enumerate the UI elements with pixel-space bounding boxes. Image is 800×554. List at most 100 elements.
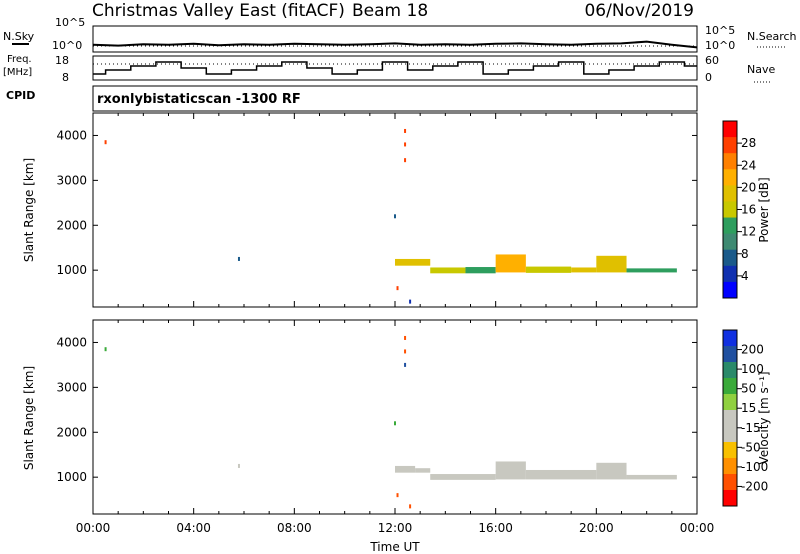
power-x-ticks xyxy=(92,113,698,307)
cpid-value: rxonlybistaticscan -1300 RF xyxy=(97,92,301,107)
data-point-3 xyxy=(404,335,407,340)
noise-right-tick-top: 10^5 xyxy=(705,24,735,37)
colorbar-cell-3 xyxy=(723,378,737,395)
colorbar-cell-3 xyxy=(723,169,737,186)
time-axis-label: Time UT xyxy=(369,540,420,554)
data-cell-1 xyxy=(430,267,466,274)
velocity-colorbar: 200 100 50 15 -15 -50 -100 -200 Velocity [m s⁻¹… xyxy=(722,329,771,507)
velocity-panel-frame xyxy=(92,319,698,515)
noise-series xyxy=(92,40,698,49)
colorbar-tick-label-2: 20 xyxy=(741,180,756,194)
frequency-panel: Freq. [MHz] 18 8 60 0 Nave xyxy=(3,54,775,84)
colorbar-cell-9 xyxy=(723,265,737,283)
data-cell-0 xyxy=(395,258,431,266)
colorbar-cell-1 xyxy=(723,137,737,154)
noise-left-tick-bottom: 10^0 xyxy=(52,39,82,52)
noise-panel-frame xyxy=(92,25,698,53)
data-cell-5 xyxy=(571,267,597,273)
colorbar-cell-4 xyxy=(723,394,737,411)
data-cell-7 xyxy=(626,268,677,273)
data-point-4 xyxy=(404,142,407,147)
velocity-colorbar-ticks: 200 100 50 15 -15 -50 -100 -200 xyxy=(737,343,768,493)
power-y-axis: 1000 2000 3000 4000 xyxy=(56,128,697,277)
freq-left-tick-top: 18 xyxy=(55,54,69,67)
data-cell-3 xyxy=(495,254,526,273)
data-point-1 xyxy=(237,256,240,261)
colorbar-tick-label-3: 16 xyxy=(741,203,756,217)
noise-right-tick-bottom: 10^0 xyxy=(705,39,735,52)
data-cell-6 xyxy=(626,474,677,480)
colorbar-tick-label-4: 12 xyxy=(741,225,756,239)
freq-unit-label: [MHz] xyxy=(3,67,32,78)
data-point-2 xyxy=(394,421,396,426)
velocity-y-axis: 1000 2000 3000 4000 xyxy=(56,335,697,484)
data-point-5 xyxy=(404,362,407,367)
colorbar-cell-8 xyxy=(723,458,737,475)
frequency-step-line xyxy=(93,61,697,75)
nsearch-label: N.Search xyxy=(747,30,797,43)
beam-label: Beam 18 xyxy=(352,1,428,21)
data-point-1 xyxy=(237,463,240,468)
data-point-4 xyxy=(404,349,407,354)
colorbar-cell-7 xyxy=(723,442,737,459)
colorbar-tick-label-5: -50 xyxy=(741,440,761,454)
velocity-ylabel: Slant Range [km] xyxy=(22,366,36,470)
colorbar-tick-label-6: -100 xyxy=(741,460,768,474)
colorbar-cell-6 xyxy=(723,217,737,235)
data-point-0 xyxy=(104,347,107,352)
power-data xyxy=(104,128,677,304)
x-tick-label-5: 20:00 xyxy=(579,521,614,535)
x-tick-label-4: 16:00 xyxy=(478,521,513,535)
x-tick-label-0: 00:00 xyxy=(76,521,111,535)
colorbar-tick-label-5: 8 xyxy=(741,247,749,261)
y-tick-label-2: 3000 xyxy=(56,380,87,394)
power-ylabel: Slant Range [km] xyxy=(22,158,36,262)
nave-label: Nave xyxy=(747,63,775,76)
colorbar-tick-label-1: 24 xyxy=(741,158,756,172)
colorbar-tick-label-7: -200 xyxy=(741,479,768,493)
cpid-label: CPID xyxy=(6,89,35,102)
frequency-panel-frame xyxy=(92,55,698,81)
data-cell-2 xyxy=(465,267,496,274)
freq-left-tick-bottom: 8 xyxy=(62,71,69,84)
data-point-7 xyxy=(409,504,412,509)
colorbar-tick-label-0: 200 xyxy=(741,343,764,357)
velocity-x-axis: 00:00 04:00 08:00 12:00 16:00 20:00 00:00 xyxy=(76,320,715,535)
velocity-colorbar-cells xyxy=(723,330,737,507)
data-point-7 xyxy=(409,299,412,304)
colorbar-cell-5 xyxy=(723,410,737,427)
colorbar-cell-0 xyxy=(723,330,737,347)
data-point-5 xyxy=(404,158,407,163)
colorbar-tick-label-2: 50 xyxy=(741,382,756,396)
velocity-panel: 1000 2000 3000 4000 00:00 04:00 08:00 12:00 16:… xyxy=(22,319,715,554)
colorbar-cell-2 xyxy=(723,153,737,170)
colorbar-cell-0 xyxy=(723,121,737,138)
nsky-label: N.Sky xyxy=(3,30,35,43)
colorbar-tick-label-0: 28 xyxy=(741,136,756,150)
frequency-series xyxy=(93,61,697,75)
colorbar-cell-4 xyxy=(723,185,737,202)
x-tick-label-6: 00:00 xyxy=(680,521,715,535)
noise-panel: N.Sky 10^5 10^0 10^5 10^0 N.Search xyxy=(3,16,797,53)
cpid-row: CPID rxonlybistaticscan -1300 RF xyxy=(6,85,698,112)
noise-series-line-0 xyxy=(92,40,698,49)
y-tick-label-0: 1000 xyxy=(56,470,87,484)
velocity-data xyxy=(104,335,677,509)
colorbar-tick-label-3: 15 xyxy=(741,401,756,415)
colorbar-cell-6 xyxy=(723,426,737,443)
data-cell-5 xyxy=(596,462,627,480)
data-cell-1 xyxy=(415,468,431,473)
y-tick-label-1: 2000 xyxy=(56,218,87,232)
colorbar-cell-5 xyxy=(723,201,737,219)
y-tick-label-0: 1000 xyxy=(56,263,87,277)
data-point-0 xyxy=(104,140,107,145)
data-cell-6 xyxy=(596,255,627,273)
colorbar-tick-label-1: 100 xyxy=(741,362,764,376)
colorbar-cell-7 xyxy=(723,233,737,251)
colorbar-cell-9 xyxy=(723,474,737,491)
power-panel: 1000 2000 3000 4000 Slant Range [km] xyxy=(22,112,698,308)
date-label: 06/Nov/2019 xyxy=(584,1,694,21)
y-tick-label-3: 4000 xyxy=(56,128,87,142)
power-panel-frame xyxy=(92,112,698,308)
